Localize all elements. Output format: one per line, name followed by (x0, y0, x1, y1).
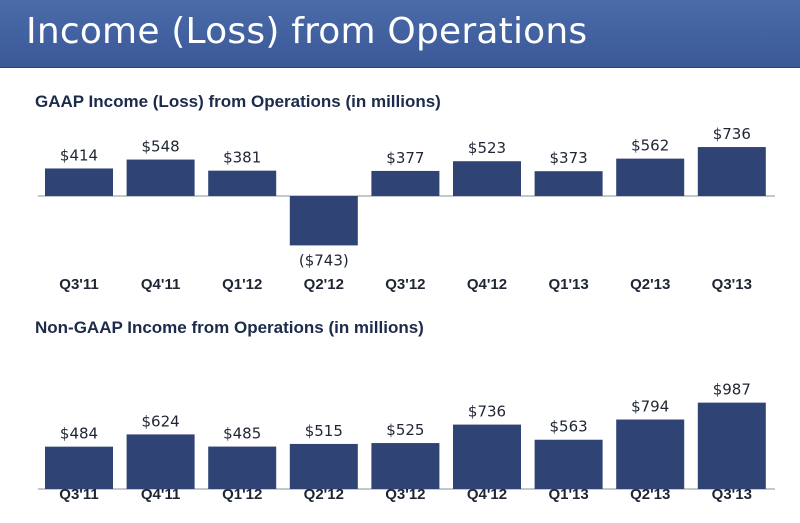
bar-Q3'13 (697, 147, 766, 196)
bar-Q3'13 (697, 402, 766, 489)
tick-label: Q3'11 (59, 276, 98, 293)
data-label: $381 (223, 149, 261, 167)
bar-Q2'12 (289, 196, 358, 246)
data-label: $548 (142, 138, 180, 156)
tick-label: Q4'11 (141, 486, 180, 503)
non-gaap-bar-chart: $484 Q3'11 $624 Q4'11 $485 Q1'12 $515 Q2'12 $525… (38, 381, 775, 503)
tick-label: Q1'13 (548, 486, 588, 503)
slide-title: Income (Loss) from Operations (26, 11, 588, 52)
data-label: $373 (550, 149, 588, 167)
tick-label: Q3'11 (59, 486, 98, 503)
title-banner: Income (Loss) from Operations (0, 0, 800, 68)
data-label: $485 (223, 425, 261, 443)
tick-label: Q2'12 (304, 276, 344, 293)
bar-Q3'12 (371, 443, 440, 489)
data-label: $736 (713, 125, 751, 143)
data-label: $515 (305, 422, 343, 440)
tick-label: Q4'11 (141, 276, 180, 293)
data-label: $562 (631, 137, 669, 155)
tick-label: Q3'12 (385, 276, 425, 293)
tick-label: Q2'13 (630, 276, 670, 293)
data-label: $523 (468, 139, 506, 157)
tick-label: Q1'12 (222, 276, 262, 293)
bar-Q1'12 (208, 170, 277, 196)
data-label: $525 (386, 421, 424, 439)
tick-label: Q4'12 (467, 486, 507, 503)
bar-Q3'11 (45, 446, 113, 489)
gaap-bar-chart: $414 Q3'11 $548 Q4'11 $381 Q1'12 ($743) Q2'12 $3… (38, 125, 775, 293)
data-label: $624 (142, 412, 180, 430)
bar-Q1'13 (534, 439, 603, 489)
data-label: $987 (713, 381, 751, 399)
bar-Q2'13 (616, 158, 685, 196)
tick-label: Q1'12 (222, 486, 262, 503)
bar-Q4'12 (453, 424, 521, 489)
bar-Q4'11 (126, 434, 195, 489)
tick-label: Q2'13 (630, 486, 670, 503)
tick-label: Q3'13 (712, 276, 752, 293)
tick-label: Q2'12 (304, 486, 344, 503)
data-label: $377 (386, 149, 424, 167)
non-gaap-chart-title: Non-GAAP Income from Operations (in mill… (35, 318, 424, 337)
gaap-chart-title: GAAP Income (Loss) from Operations (in m… (35, 92, 441, 111)
data-label: $736 (468, 403, 506, 421)
bar-Q1'12 (208, 446, 277, 489)
data-label: $563 (550, 418, 588, 436)
tick-label: Q3'12 (385, 486, 425, 503)
bar-Q3'12 (371, 170, 440, 196)
bar-Q2'12 (289, 443, 358, 489)
bar-Q4'12 (453, 161, 521, 196)
bar-Q1'13 (534, 171, 603, 196)
bar-Q2'13 (616, 419, 685, 489)
data-label: $484 (60, 425, 98, 443)
tick-label: Q1'13 (548, 276, 588, 293)
data-label: $414 (60, 146, 98, 164)
tick-label: Q3'13 (712, 486, 752, 503)
bar-Q4'11 (126, 159, 195, 196)
data-label: ($743) (299, 251, 349, 269)
data-label: $794 (631, 398, 669, 416)
bar-Q3'11 (45, 168, 113, 196)
tick-label: Q4'12 (467, 276, 507, 293)
